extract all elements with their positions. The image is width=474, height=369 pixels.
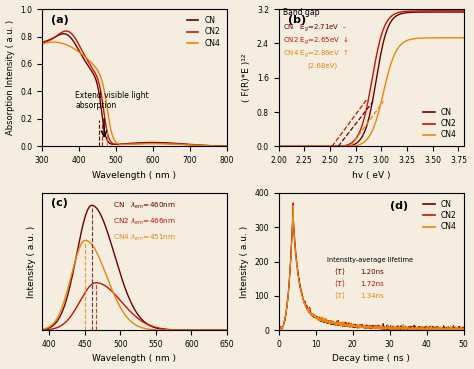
Y-axis label: ( F(R)*E )¹²: ( F(R)*E )¹² <box>242 54 251 102</box>
Y-axis label: Intensity ( a.u. ): Intensity ( a.u. ) <box>27 225 36 298</box>
Text: 1.20ns: 1.20ns <box>360 269 384 275</box>
X-axis label: Wavelength ( nm ): Wavelength ( nm ) <box>92 170 176 180</box>
X-axis label: hv ( eV ): hv ( eV ) <box>352 170 391 180</box>
Text: 1.34ns: 1.34ns <box>360 293 384 299</box>
Text: (a): (a) <box>51 14 69 25</box>
Text: $\langle\tau\rangle$: $\langle\tau\rangle$ <box>334 290 346 301</box>
Legend: CN, CN2, CN4: CN, CN2, CN4 <box>420 197 460 234</box>
Legend: CN, CN2, CN4: CN, CN2, CN4 <box>183 13 223 51</box>
Text: Extend visible light
absorption: Extend visible light absorption <box>75 90 149 110</box>
Text: CN4 $\lambda_{em}$=451nm: CN4 $\lambda_{em}$=451nm <box>113 233 176 244</box>
Text: (b): (b) <box>288 14 306 25</box>
Text: $\langle\tau\rangle$: $\langle\tau\rangle$ <box>334 277 346 289</box>
Text: $\langle\tau\rangle$: $\langle\tau\rangle$ <box>334 265 346 277</box>
Text: CN4 E$_g$=2.86eV  ↑: CN4 E$_g$=2.86eV ↑ <box>283 47 349 60</box>
Y-axis label: Absorption Intensity ( a.u. ): Absorption Intensity ( a.u. ) <box>6 20 15 135</box>
Text: CN   E$_g$=2.71eV  -: CN E$_g$=2.71eV - <box>283 23 346 34</box>
Text: CN   $\lambda_{em}$=460nm: CN $\lambda_{em}$=460nm <box>113 201 176 211</box>
X-axis label: Decay time ( ns ): Decay time ( ns ) <box>332 355 410 363</box>
Y-axis label: Intensity ( a.u. ): Intensity ( a.u. ) <box>240 225 249 298</box>
Text: Intensity-average lifetime: Intensity-average lifetime <box>327 256 413 262</box>
Text: (2.68eV): (2.68eV) <box>308 62 337 69</box>
Text: CN2 $\lambda_{em}$=466nm: CN2 $\lambda_{em}$=466nm <box>113 217 176 227</box>
Text: (d): (d) <box>390 201 408 211</box>
Text: 1.72ns: 1.72ns <box>360 280 384 287</box>
Text: Band gap: Band gap <box>283 8 319 17</box>
Legend: CN, CN2, CN4: CN, CN2, CN4 <box>420 105 460 142</box>
Text: (c): (c) <box>51 199 68 208</box>
X-axis label: Wavelength ( nm ): Wavelength ( nm ) <box>92 355 176 363</box>
Text: CN2 E$_g$=2.65eV  ↓: CN2 E$_g$=2.65eV ↓ <box>283 34 349 47</box>
